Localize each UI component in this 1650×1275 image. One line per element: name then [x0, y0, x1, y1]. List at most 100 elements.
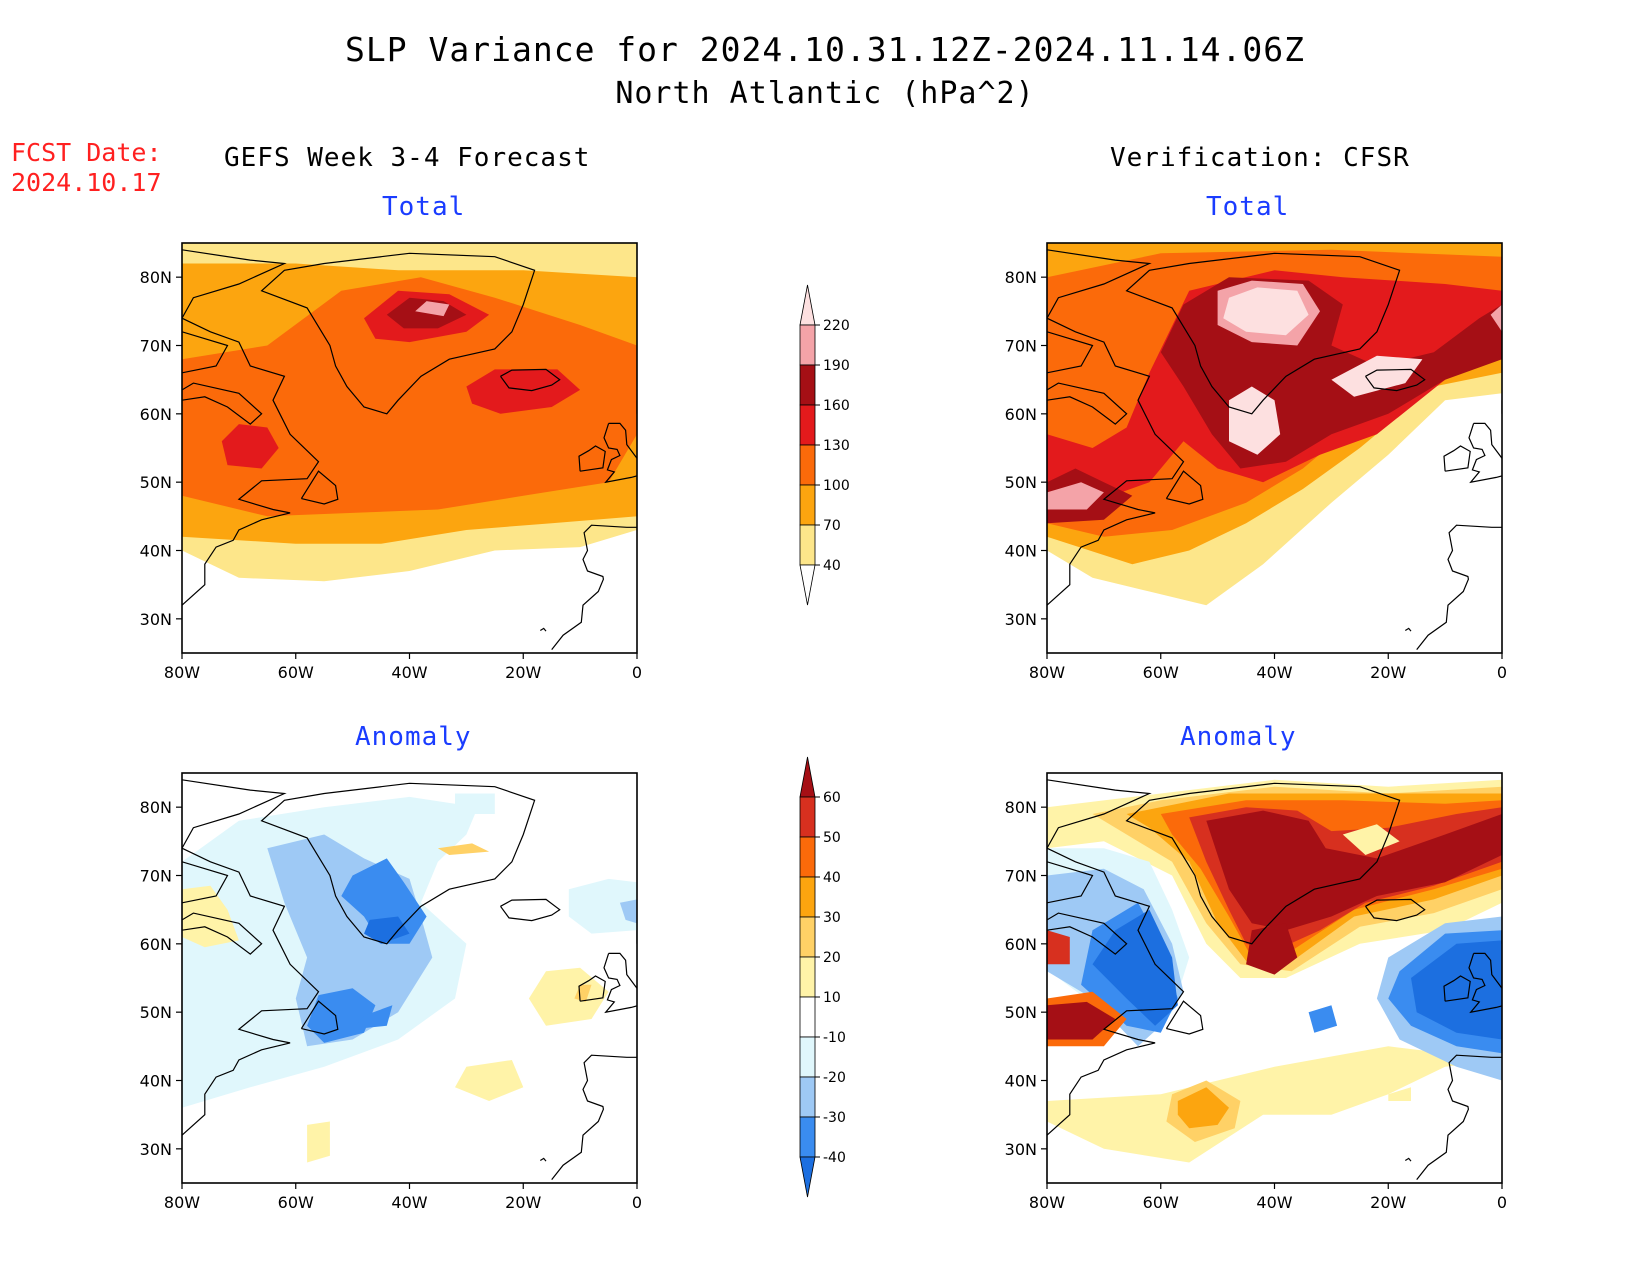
- coastline: [603, 422, 637, 484]
- lat-label: 50N: [1005, 1003, 1037, 1022]
- lon-label: 0: [1497, 663, 1507, 682]
- coastline: [260, 252, 536, 415]
- coastline: [1125, 252, 1401, 415]
- coastline: [182, 779, 320, 1136]
- anomaly-plus30: [1177, 1087, 1229, 1129]
- panel-title-bottom-right: Anomaly: [1180, 722, 1297, 752]
- anomaly-plus10: [1308, 1077, 1320, 1088]
- colorbar-arrow-bottom: [799, 564, 816, 606]
- lat-label: 30N: [1005, 1140, 1037, 1159]
- colorbar-segment: [799, 996, 816, 1038]
- anomaly-plus50: [1047, 930, 1070, 965]
- map-verification-total: 80N 70N 60N 50N 40N 30N 80W 60W 40W 20W 0: [1005, 242, 1507, 682]
- coastline: [1165, 1000, 1204, 1035]
- coastline: [1416, 1054, 1502, 1180]
- coastline: [1404, 1157, 1412, 1162]
- lon-label: 40W: [1256, 663, 1292, 682]
- coastline: [1365, 898, 1426, 922]
- coastline: [182, 249, 320, 606]
- panel-title-top-left: Total: [382, 192, 466, 222]
- coastline: [182, 861, 229, 904]
- anomaly-plus20: [437, 843, 490, 855]
- colorbar-label: -30: [823, 1110, 846, 1126]
- colorbar-label: 40: [823, 870, 841, 886]
- coastline: [1365, 368, 1426, 392]
- coastline: [1125, 782, 1401, 945]
- colorbar-label: 10: [823, 990, 841, 1006]
- coastline: [500, 898, 561, 922]
- anomaly-plus10: [1388, 1087, 1411, 1101]
- lon-label: 60W: [1143, 663, 1179, 682]
- colorbar-arrow-top: [799, 284, 816, 326]
- anomaly-minus40: [1411, 940, 1502, 1040]
- forecast-date: FCST Date: 2024.10.17: [11, 138, 162, 198]
- lon-label: 60W: [1143, 1193, 1179, 1212]
- coastline: [260, 782, 536, 945]
- coastline: [539, 1157, 547, 1162]
- anomaly-minus40: [364, 916, 410, 944]
- coastline: [182, 912, 263, 955]
- coastline: [1165, 470, 1204, 505]
- coastline: [1468, 422, 1502, 484]
- anomaly-minus30: [352, 1005, 393, 1030]
- lon-label: 0: [1497, 1193, 1507, 1212]
- contour-190: [1047, 482, 1104, 510]
- lat-label: 40N: [140, 1072, 172, 1091]
- contour-190: [415, 301, 450, 317]
- coastline: [1416, 524, 1502, 650]
- anomaly-minus20: [619, 899, 637, 924]
- coastline: [500, 368, 561, 392]
- coastlines: [182, 779, 637, 1180]
- colorbar-segment: [799, 524, 816, 566]
- colorbar-label: 30: [823, 910, 841, 926]
- colorbar-label: 190: [823, 358, 850, 374]
- coastline: [578, 975, 606, 1002]
- coastline: [300, 470, 339, 505]
- coastlines: [1047, 779, 1502, 1180]
- lat-label: 70N: [140, 337, 172, 356]
- colorbar-arrow-bottom: [799, 1156, 816, 1198]
- lon-label: 40W: [1256, 1193, 1292, 1212]
- coastline: [1047, 382, 1128, 425]
- anomaly-minus30: [307, 988, 376, 1043]
- lon-label: 0: [632, 663, 642, 682]
- map-forecast-anomaly: 80N 70N 60N 50N 40N 30N 80W 60W 40W 20W 0: [140, 772, 642, 1212]
- anomaly-plus10: [1342, 824, 1400, 855]
- colorbar-segment: [799, 1036, 816, 1078]
- lat-label: 70N: [1005, 337, 1037, 356]
- lon-label: 80W: [164, 1193, 200, 1212]
- colorbar-segment: [799, 324, 816, 366]
- colorbar-segment: [799, 444, 816, 486]
- contour-220: [1229, 386, 1281, 455]
- anomaly-plus60: [1206, 810, 1502, 931]
- colorbar-label: 50: [823, 830, 841, 846]
- lat-label: 80N: [140, 798, 172, 817]
- lon-label: 20W: [1370, 1193, 1406, 1212]
- colorbar-label: -10: [823, 1030, 846, 1046]
- lat-label: 30N: [140, 610, 172, 629]
- contour-190: [1490, 304, 1502, 332]
- coastlines: [1047, 249, 1502, 650]
- colorbar-label: 100: [823, 478, 850, 494]
- coastline: [1443, 975, 1471, 1002]
- anomaly-minus30: [1308, 1005, 1338, 1033]
- coastline: [1047, 249, 1185, 606]
- figure-subtitle: North Atlantic (hPa^2): [615, 76, 1035, 111]
- map-verification-anomaly: 80N 70N 60N 50N 40N 30N 80W 60W 40W 20W 0: [1005, 772, 1507, 1212]
- coastline: [1047, 861, 1094, 904]
- lon-label: 60W: [278, 663, 314, 682]
- contour-130: [221, 424, 279, 469]
- colorbar-segment: [799, 1076, 816, 1118]
- colorbar-label: 220: [823, 318, 850, 334]
- lat-label: 50N: [140, 473, 172, 492]
- lon-label: 20W: [505, 663, 541, 682]
- forecast-date-label: FCST Date:: [11, 138, 162, 167]
- lat-label: 60N: [140, 405, 172, 424]
- contour-220: [1331, 355, 1423, 397]
- colorbar-label: 40: [823, 558, 841, 574]
- coastline: [182, 331, 229, 374]
- colorbar-segment: [799, 916, 816, 958]
- lon-label: 20W: [1370, 663, 1406, 682]
- right-column-title: Verification: CFSR: [1110, 143, 1410, 173]
- lat-label: 40N: [1005, 1072, 1037, 1091]
